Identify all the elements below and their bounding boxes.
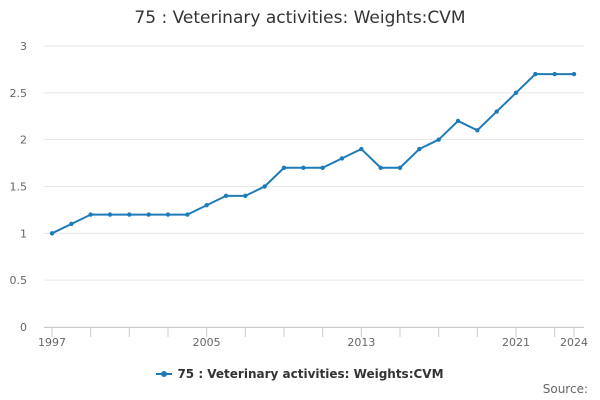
x-tick-label: 2005 — [193, 336, 221, 349]
chart-title: 75 : Veterinary activities: Weights:CVM — [134, 8, 466, 28]
data-point[interactable] — [127, 212, 132, 217]
data-point[interactable] — [146, 212, 151, 217]
legend[interactable]: 75 : Veterinary activities: Weights:CVM — [0, 364, 600, 381]
legend-swatch — [156, 371, 173, 377]
x-axis: 1997 2005 2013 2021 2024 — [38, 327, 588, 349]
data-point[interactable] — [301, 165, 306, 170]
y-axis: 0 0.5 1 1.5 2 2.5 3 — [10, 40, 28, 334]
legend-label: 75 : Veterinary activities: Weights:CVM — [177, 367, 444, 381]
data-point[interactable] — [223, 193, 229, 199]
data-point[interactable] — [185, 212, 190, 217]
x-tick-label: 2013 — [347, 336, 375, 349]
data-point[interactable] — [204, 203, 209, 208]
data-point[interactable] — [494, 109, 499, 114]
data-point[interactable] — [88, 212, 93, 217]
series-layer — [49, 71, 577, 236]
data-point[interactable] — [436, 137, 441, 142]
data-point[interactable] — [69, 221, 74, 227]
data-point[interactable] — [533, 71, 538, 77]
data-point[interactable] — [262, 184, 267, 189]
y-tick-label: 2 — [20, 134, 27, 147]
data-point[interactable] — [49, 231, 55, 236]
data-point[interactable] — [475, 128, 480, 133]
series-line[interactable] — [51, 73, 575, 235]
y-tick-label: 2.5 — [10, 87, 28, 100]
data-point[interactable] — [455, 118, 461, 124]
y-tick-label: 3 — [20, 40, 27, 53]
data-point[interactable] — [552, 71, 557, 77]
data-point[interactable] — [359, 146, 364, 152]
y-tick-label: 1.5 — [10, 181, 28, 194]
data-point[interactable] — [107, 212, 113, 217]
gridlines — [44, 45, 584, 328]
data-point[interactable] — [339, 156, 345, 161]
y-tick-label: 0 — [20, 321, 27, 334]
data-point[interactable] — [378, 165, 383, 170]
y-tick-label: 1 — [20, 227, 27, 240]
x-tick-label: 2024 — [560, 336, 588, 349]
y-tick-label: 0.5 — [10, 274, 28, 287]
data-point[interactable] — [417, 146, 422, 152]
data-point[interactable] — [243, 193, 248, 199]
data-point[interactable] — [571, 71, 577, 77]
x-tick-label: 2021 — [502, 336, 530, 349]
x-tick-label: 1997 — [38, 336, 66, 349]
data-point[interactable] — [513, 90, 519, 96]
data-point[interactable] — [281, 165, 287, 170]
legend-marker — [161, 371, 168, 377]
source-label: Source: — [542, 382, 588, 396]
data-point[interactable] — [165, 212, 171, 217]
data-point[interactable] — [397, 165, 403, 170]
data-point[interactable] — [320, 165, 325, 170]
